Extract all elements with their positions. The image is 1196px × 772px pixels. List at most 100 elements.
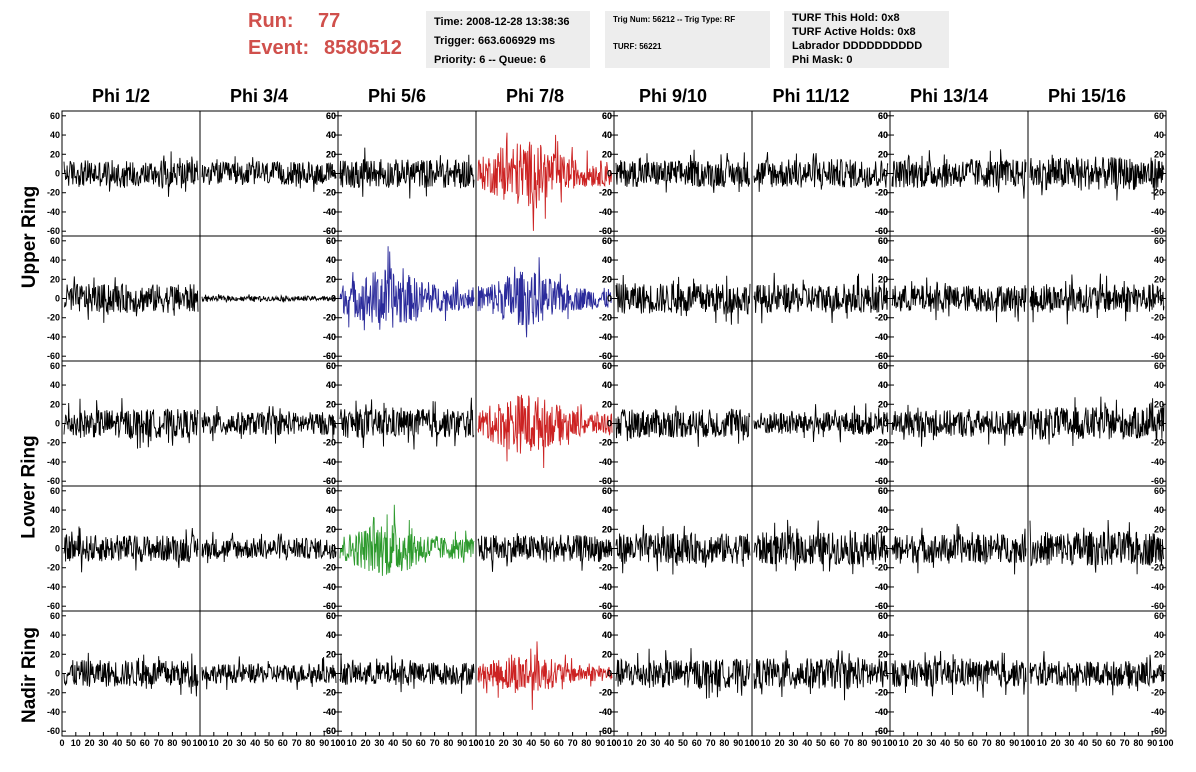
y-tick-label: 40	[602, 505, 612, 515]
x-tick-label: 0	[611, 738, 616, 748]
y-tick-label: -20	[47, 438, 60, 448]
priority-text: Priority: 6 -- Queue: 6	[434, 54, 546, 66]
y-tick-label: -60	[323, 476, 336, 486]
waveform-trace	[339, 246, 475, 331]
x-tick-label: 80	[857, 738, 867, 748]
y-tick-label: -40	[875, 457, 888, 467]
y-tick-label: 60	[878, 486, 888, 496]
y-tick-label: 0	[883, 544, 888, 554]
time-info-panel: Time: 2008-12-28 13:38:36 Trigger: 663.6…	[426, 11, 590, 68]
y-tick-label: 0	[55, 669, 60, 679]
y-tick-label: -60	[1151, 601, 1164, 611]
y-tick-label: -60	[599, 476, 612, 486]
x-tick-label: 20	[1051, 738, 1061, 748]
run-event-header: Run: 77 Event: 8580512	[248, 8, 418, 62]
y-tick-label: 40	[878, 505, 888, 515]
y-tick-label: -40	[875, 332, 888, 342]
y-tick-label: 0	[883, 169, 888, 179]
x-tick-label: 100	[1158, 738, 1173, 748]
y-tick-label: 20	[602, 149, 612, 159]
y-tick-label: 60	[878, 361, 888, 371]
waveform-trace	[339, 653, 475, 694]
y-tick-label: -40	[323, 207, 336, 217]
y-tick-label: 40	[602, 505, 612, 515]
y-tick-label: -60	[875, 226, 888, 236]
waveform-trace	[753, 519, 889, 575]
y-tick-label: 20	[878, 149, 888, 159]
y-tick-label: 20	[602, 399, 612, 409]
y-tick-label: 0	[607, 169, 612, 179]
phi-mask-text: Phi Mask: 0	[792, 54, 853, 66]
x-tick-label: 70	[154, 738, 164, 748]
x-tick-label: 100	[606, 738, 621, 748]
y-tick-label: 20	[878, 399, 888, 409]
y-tick-label: 60	[326, 486, 336, 496]
y-tick-label: -40	[47, 457, 60, 467]
waveform-trace	[753, 403, 889, 443]
event-value: 8580512	[324, 37, 402, 59]
y-tick-label: 20	[326, 274, 336, 284]
x-tick-label: 90	[319, 738, 329, 748]
x-tick-label: 20	[637, 738, 647, 748]
y-tick-label: 20	[1154, 524, 1164, 534]
y-tick-label: 0	[55, 294, 60, 304]
column-header-phi-15-16: Phi 15/16	[1047, 86, 1127, 106]
x-tick-label: 100	[882, 738, 897, 748]
waveform-trace	[201, 156, 337, 192]
y-tick-label: -60	[875, 351, 888, 361]
waveform-trace	[201, 656, 337, 691]
y-tick-label: 0	[607, 294, 612, 304]
y-tick-label: 20	[326, 274, 336, 284]
y-tick-label: 0	[331, 169, 336, 179]
y-tick-label: 60	[50, 611, 60, 621]
y-tick-label: 20	[1154, 149, 1164, 159]
y-tick-label: -20	[599, 563, 612, 573]
y-tick-label: 0	[55, 544, 60, 554]
y-tick-label: -60	[323, 476, 336, 486]
y-tick-label: 40	[50, 255, 60, 265]
y-tick-label: 60	[602, 361, 612, 371]
y-tick-label: 60	[326, 111, 336, 121]
waveform-trace	[477, 394, 613, 469]
y-tick-label: 60	[602, 111, 612, 121]
y-tick-label: -40	[1151, 207, 1164, 217]
y-tick-label: -40	[323, 582, 336, 592]
y-tick-label: 60	[602, 611, 612, 621]
x-tick-label: 0	[1025, 738, 1030, 748]
y-tick-label: 60	[1154, 611, 1164, 621]
y-tick-label: -60	[875, 476, 888, 486]
y-tick-label: 0	[883, 419, 888, 429]
y-tick-label: 40	[1154, 630, 1164, 640]
y-tick-label: 60	[878, 236, 888, 246]
run-value: 77	[318, 10, 341, 32]
x-tick-label: 80	[995, 738, 1005, 748]
x-tick-label: 30	[236, 738, 246, 748]
x-tick-label: 60	[1106, 738, 1116, 748]
waveform-trace	[891, 277, 1027, 323]
y-tick-label: -20	[47, 313, 60, 323]
y-tick-label: -20	[599, 563, 612, 573]
y-tick-label: 60	[1154, 236, 1164, 246]
y-tick-label: 60	[326, 611, 336, 621]
y-tick-label: -40	[599, 207, 612, 217]
y-tick-label: 40	[878, 380, 888, 390]
x-tick-label: 0	[197, 738, 202, 748]
y-tick-label: 0	[331, 544, 336, 554]
y-tick-label: -20	[599, 688, 612, 698]
waveform-trace	[63, 151, 199, 197]
y-tick-label: 40	[1154, 380, 1164, 390]
y-tick-label: -40	[599, 457, 612, 467]
x-tick-label: 70	[844, 738, 854, 748]
y-tick-label: -20	[323, 188, 336, 198]
y-tick-label: -20	[1151, 313, 1164, 323]
y-tick-label: 60	[878, 236, 888, 246]
y-tick-label: 0	[883, 544, 888, 554]
column-header-phi-9-10: Phi 9/10	[638, 86, 708, 106]
y-tick-label: -60	[875, 726, 888, 736]
x-tick-label: 70	[292, 738, 302, 748]
waveform-trace	[615, 274, 751, 325]
waveform-trace	[753, 152, 889, 192]
y-tick-label: -20	[323, 688, 336, 698]
trigger-info-panel: Trig Num: 56212 -- Trig Type: RF TURF: 5…	[605, 11, 770, 68]
x-tick-label: 20	[499, 738, 509, 748]
